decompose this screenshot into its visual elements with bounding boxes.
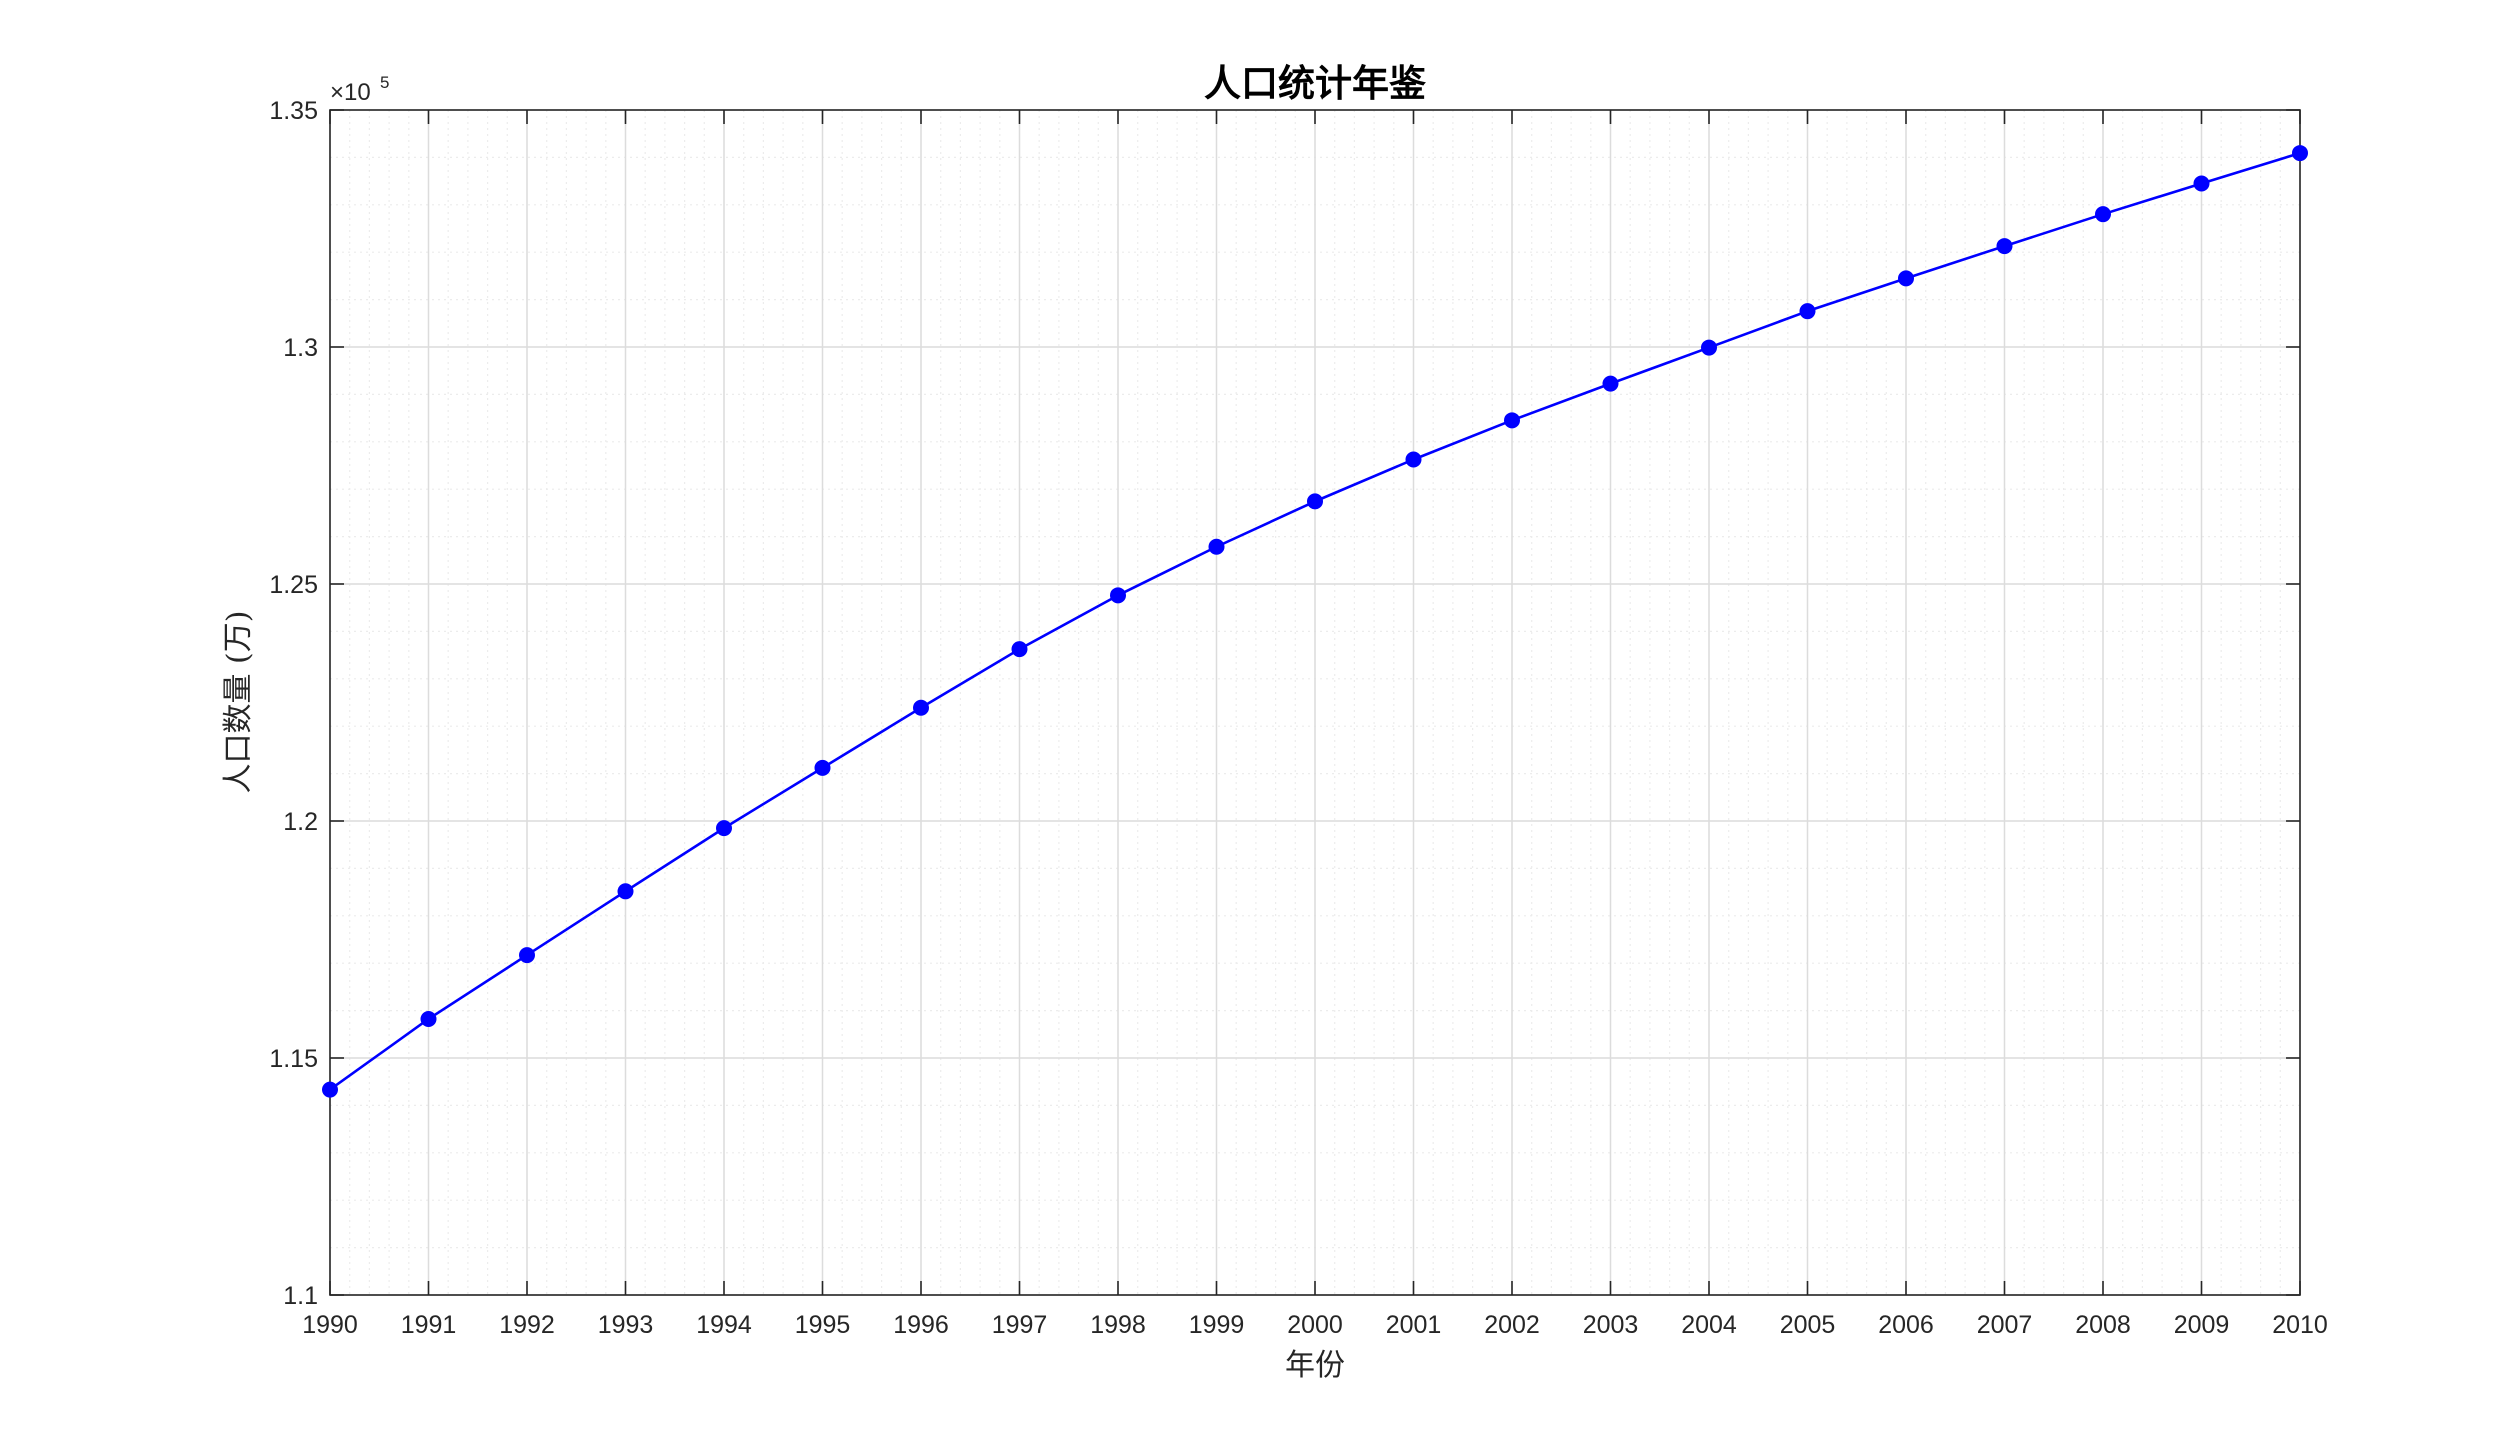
x-tick-label: 2007: [1977, 1311, 2033, 1339]
x-axis-label: 年份: [1285, 1348, 1345, 1383]
x-tick-label: 1998: [1090, 1311, 1146, 1339]
x-axis-ticks: 1990 1991 1992 1993 1994 1995 1996 1997 1998 1999…: [302, 110, 2328, 1339]
x-tick-label: 2010: [2272, 1311, 2328, 1339]
data-point: [1799, 303, 1816, 320]
x-tick-label: 1991: [401, 1311, 457, 1339]
data-point: [814, 759, 831, 776]
x-tick-label: 2006: [1878, 1311, 1934, 1339]
data-point: [716, 820, 732, 837]
y-exponent-base: ×10: [330, 79, 371, 106]
data-point: [322, 1081, 338, 1098]
data-point: [617, 883, 634, 900]
x-tick-label: 2004: [1681, 1311, 1737, 1339]
x-tick-label: 1997: [992, 1311, 1048, 1339]
chart-title: 人口统计年鉴: [1204, 61, 1427, 105]
y-tick-label: 1.25: [269, 571, 318, 599]
data-point: [1898, 270, 1914, 287]
data-point: [420, 1010, 437, 1027]
x-tick-label: 2003: [1583, 1311, 1639, 1339]
y-axis-label: 人口数量 (万): [221, 611, 256, 794]
x-tick-label: 2002: [1484, 1311, 1540, 1339]
data-point: [2095, 206, 2111, 223]
x-tick-label: 2000: [1287, 1311, 1343, 1339]
y-tick-label: 1.1: [283, 1282, 318, 1310]
x-tick-label: 2001: [1386, 1311, 1442, 1339]
data-point: [1011, 641, 1028, 658]
data-point: [2193, 175, 2210, 192]
data-point: [1602, 375, 1619, 392]
y-tick-label: 1.15: [269, 1045, 318, 1073]
data-point: [2292, 145, 2308, 162]
y-tick-label: 1.35: [269, 97, 318, 125]
data-point: [1504, 412, 1520, 429]
data-point: [1996, 238, 2013, 255]
x-tick-label: 2009: [2174, 1311, 2230, 1339]
data-point: [1307, 493, 1323, 510]
x-tick-label: 1995: [795, 1311, 851, 1339]
x-tick-label: 1993: [598, 1311, 654, 1339]
y-tick-label: 1.3: [283, 334, 318, 362]
y-axis-ticks: 1.1 1.15 1.2 1.25 1.3 1.35: [269, 97, 2300, 1310]
data-point: [519, 947, 535, 964]
x-tick-label: 1992: [499, 1311, 555, 1339]
y-exponent-power: 5: [380, 73, 389, 92]
data-point: [913, 699, 929, 716]
major-grid: [329, 109, 2301, 1296]
y-tick-label: 1.2: [283, 808, 318, 836]
x-tick-label: 1996: [893, 1311, 949, 1339]
data-point: [1701, 339, 1717, 356]
x-tick-label: 2005: [1780, 1311, 1836, 1339]
y-axis-exponent: ×10 5: [330, 73, 389, 106]
series-layer: [322, 145, 2308, 1098]
x-tick-label: 2008: [2075, 1311, 2131, 1339]
x-tick-label: 1999: [1189, 1311, 1245, 1339]
data-point: [1208, 538, 1225, 555]
data-point: [1110, 587, 1126, 604]
data-point: [1405, 451, 1422, 468]
x-tick-label: 1990: [302, 1311, 358, 1339]
x-tick-label: 1994: [696, 1311, 752, 1339]
